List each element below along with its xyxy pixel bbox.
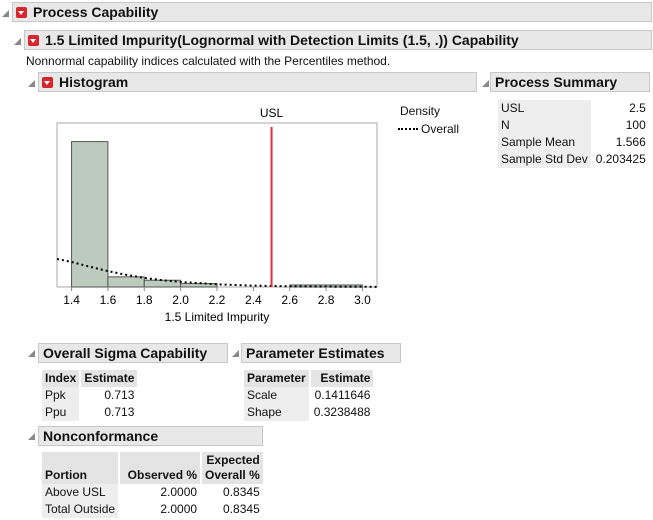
- table-row: Scale 0.1411646: [244, 387, 373, 404]
- col-header: Portion: [42, 452, 119, 484]
- cell: 0.713: [104, 405, 135, 419]
- table-row: Ppk 0.713: [42, 387, 137, 404]
- process-capability-header[interactable]: Process Capability: [12, 2, 652, 22]
- table-row: N 100: [498, 117, 649, 134]
- density-curve-overall: [56, 257, 378, 288]
- table-row: Above USL 2.0000 0.8345: [42, 484, 263, 501]
- col-header: Expected Overall %: [202, 452, 263, 484]
- x-tick-label: 1.4: [63, 293, 80, 307]
- header-title: Process Capability: [33, 4, 159, 20]
- col-header: Observed %: [120, 452, 201, 484]
- legend-item-overall: Overall: [398, 122, 459, 136]
- cell: 2.0000: [160, 502, 198, 516]
- x-tick-label: 2.0: [172, 293, 189, 307]
- disclosure-icon[interactable]: [28, 433, 35, 440]
- note-text: Nonnormal capability indices calculated …: [26, 54, 391, 68]
- col-header-line: Overall %: [205, 468, 260, 482]
- cell: 0.1411646: [314, 388, 371, 402]
- x-axis-label: 1.5 Limited Impurity: [165, 310, 270, 324]
- header-title: Overall Sigma Capability: [43, 345, 208, 361]
- col-header-line: Expected: [206, 453, 260, 467]
- x-tick-label: 2.4: [245, 293, 262, 307]
- red-triangle-menu-icon[interactable]: [16, 7, 27, 18]
- cell: Ppk: [42, 387, 80, 404]
- disclosure-icon[interactable]: [28, 80, 35, 87]
- cell: Above USL: [42, 484, 119, 501]
- nonconformance-table: Portion Observed % Expected Overall % Abo…: [40, 452, 265, 518]
- red-triangle-menu-icon[interactable]: [28, 35, 39, 46]
- cell: Sample Std Dev: [498, 151, 591, 168]
- histogram-bar: [107, 276, 145, 288]
- col-header: Estimate: [310, 370, 374, 387]
- nonconformance-header[interactable]: Nonconformance: [38, 426, 263, 446]
- table-row: Sample Mean 1.566: [498, 134, 649, 151]
- header-title: Process Summary: [495, 74, 618, 90]
- table-row: Shape 0.3238488: [244, 404, 373, 421]
- table-row: Sample Std Dev 0.203425: [498, 151, 649, 168]
- x-tick-label: 1.8: [136, 293, 153, 307]
- table-row: Total Outside 2.0000 0.8345: [42, 501, 263, 518]
- histogram-header[interactable]: Histogram: [38, 72, 477, 92]
- disclosure-icon[interactable]: [28, 350, 35, 357]
- dotted-line-icon: [398, 128, 418, 130]
- usl-label: USL: [260, 106, 284, 120]
- disclosure-icon[interactable]: [14, 38, 21, 45]
- disclosure-icon[interactable]: [232, 350, 239, 357]
- histogram-chart: USL 1.4 1.6 1.8 2.0 2.2 2.4 2.6 2.8 3.0 1.5 Limite…: [56, 106, 378, 324]
- cell: 2.5: [629, 101, 646, 115]
- capability-header[interactable]: 1.5 Limited Impurity(Lognormal with Dete…: [24, 30, 652, 50]
- header-title: Histogram: [59, 74, 129, 90]
- cell: 1.566: [615, 135, 646, 149]
- x-tick-label: 3.0: [354, 293, 371, 307]
- red-triangle-menu-icon[interactable]: [42, 77, 53, 88]
- header-title: Nonconformance: [43, 428, 159, 444]
- cell: 0.203425: [595, 152, 646, 166]
- x-tick-label: 2.2: [209, 293, 226, 307]
- cell: Scale: [244, 387, 309, 404]
- cell: 0.8345: [223, 502, 260, 516]
- legend-title: Density: [400, 104, 441, 118]
- x-tick-label: 2.8: [318, 293, 335, 307]
- col-header: Parameter: [244, 370, 309, 387]
- cell: 0.713: [104, 388, 135, 402]
- cell: 0.8345: [223, 485, 260, 499]
- cell: Ppu: [42, 404, 80, 421]
- cell: N: [498, 117, 591, 134]
- cell: 0.3238488: [313, 405, 371, 419]
- cell: Shape: [244, 404, 309, 421]
- header-title: 1.5 Limited Impurity(Lognormal with Dete…: [45, 32, 519, 48]
- disclosure-icon[interactable]: [2, 10, 9, 17]
- overall-sigma-table: Index Estimate Ppk 0.713 Ppu 0.713: [40, 370, 139, 421]
- col-header: Index: [42, 370, 80, 387]
- histogram-bar: [180, 283, 218, 288]
- col-header: Estimate: [81, 370, 138, 387]
- x-tick-label: 1.6: [100, 293, 117, 307]
- x-tick-label: 2.6: [281, 293, 298, 307]
- cell: 100: [625, 118, 646, 132]
- legend-label: Overall: [421, 122, 460, 136]
- histogram-bar: [71, 141, 109, 288]
- parameter-estimates-table: Parameter Estimate Scale 0.1411646 Shape 0.32…: [242, 370, 375, 421]
- cell: 2.0000: [160, 485, 198, 499]
- table-row: Ppu 0.713: [42, 404, 137, 421]
- table-row: USL 2.5: [498, 100, 649, 117]
- cell: Sample Mean: [498, 134, 591, 151]
- process-summary-header[interactable]: Process Summary: [490, 72, 650, 92]
- cell: USL: [498, 100, 591, 117]
- overall-sigma-header[interactable]: Overall Sigma Capability: [38, 343, 228, 363]
- header-title: Parameter Estimates: [246, 345, 385, 361]
- plot-frame: [56, 122, 378, 288]
- process-summary-table: USL 2.5 N 100 Sample Mean 1.566 Sample Std Dev…: [496, 100, 651, 168]
- disclosure-icon[interactable]: [482, 80, 489, 87]
- cell: Total Outside: [42, 501, 119, 518]
- parameter-estimates-header[interactable]: Parameter Estimates: [241, 343, 401, 363]
